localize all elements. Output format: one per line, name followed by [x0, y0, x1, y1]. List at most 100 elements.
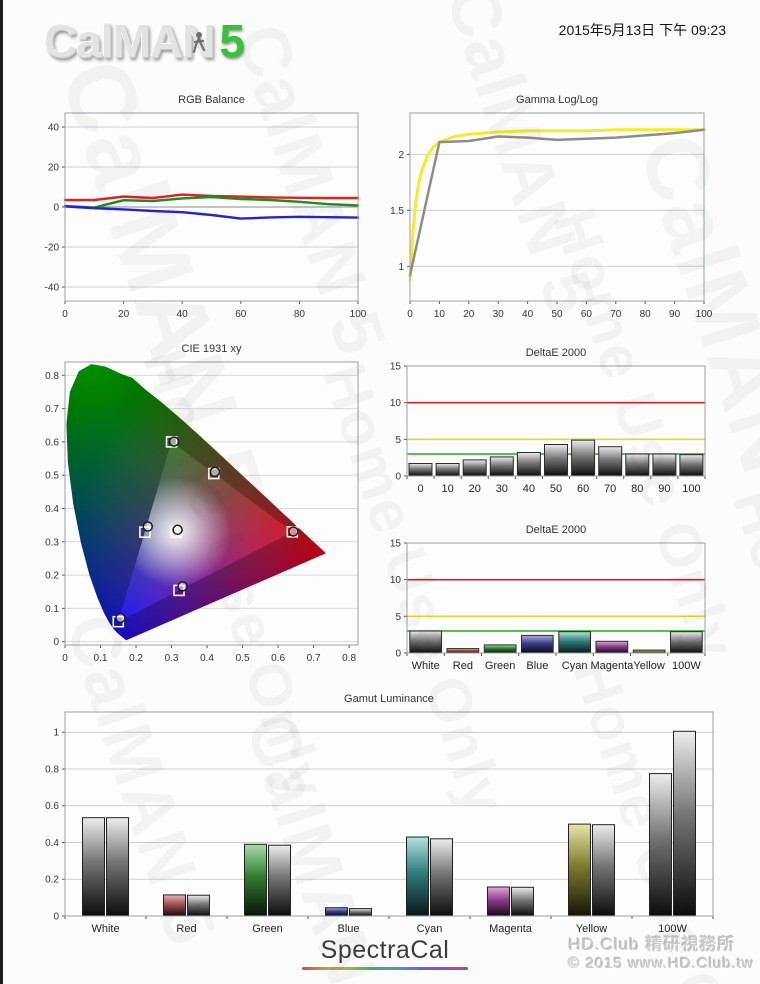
- svg-text:15: 15: [390, 362, 402, 373]
- hdclub-watermark-line1: HD.Club 精研視務所: [568, 935, 736, 954]
- svg-text:70: 70: [610, 309, 622, 320]
- svg-text:0.4: 0.4: [200, 653, 214, 664]
- deltae-colors-svg: 0 5 10 15 White Red Green Blue Cyan Magenta Yellow…: [390, 539, 706, 672]
- chart-title-deltae-colors: DeltaE 2000: [525, 524, 587, 536]
- svg-text:70: 70: [604, 483, 616, 495]
- calman-logo: CalMAN 5: [44, 14, 245, 68]
- svg-text:0: 0: [53, 637, 59, 648]
- spectracal-rainbow-underline: [302, 967, 468, 970]
- svg-text:5: 5: [395, 435, 401, 446]
- hdclub-watermark-line2: © 2015 www.HD.Club.tw: [568, 955, 754, 972]
- gamma-chart: 1 1.5 2 0 10 20 30 40 50 60 70 80 90 100: [374, 108, 716, 323]
- svg-text:90: 90: [658, 483, 670, 495]
- svg-text:100: 100: [350, 309, 367, 320]
- svg-text:0.6: 0.6: [45, 437, 59, 448]
- svg-text:100W: 100W: [672, 660, 701, 672]
- svg-text:Yellow: Yellow: [633, 660, 664, 672]
- cie-1931-xy-svg: 0 0.1 0.2 0.3 0.4 0.5 0.6 0.7 0.8 0 0.1 0.2 0.3 0.4 0.…: [45, 361, 359, 664]
- svg-text:1.5: 1.5: [390, 206, 404, 217]
- svg-text:0.2: 0.2: [129, 653, 143, 664]
- svg-text:White: White: [91, 923, 119, 935]
- svg-text:0.3: 0.3: [45, 537, 59, 548]
- svg-text:20: 20: [463, 309, 475, 320]
- svg-text:20: 20: [469, 483, 481, 495]
- svg-text:0.7: 0.7: [307, 653, 321, 664]
- svg-text:0.2: 0.2: [45, 875, 59, 886]
- calman-logo-text: CalMAN: [44, 15, 215, 67]
- svg-text:80: 80: [631, 483, 643, 495]
- svg-text:80: 80: [294, 309, 306, 320]
- deltae-grayscale-chart: 0 5 10 15 0 10 20 30 40 50 60 70 80 90 100: [371, 361, 717, 498]
- svg-text:0: 0: [62, 309, 68, 320]
- svg-text:-20: -20: [45, 243, 60, 254]
- svg-text:0: 0: [53, 203, 59, 214]
- svg-text:Magenta: Magenta: [590, 660, 634, 672]
- svg-text:50: 50: [550, 483, 562, 495]
- svg-text:Blue: Blue: [337, 923, 359, 935]
- svg-text:0.2: 0.2: [45, 571, 59, 582]
- chart-title-rgb-balance: RGB Balance: [178, 94, 245, 106]
- svg-text:10: 10: [442, 483, 454, 495]
- chart-title-gamut-luminance: Gamut Luminance: [344, 693, 434, 705]
- svg-text:40: 40: [177, 309, 189, 320]
- svg-text:5: 5: [395, 612, 401, 623]
- svg-text:100W: 100W: [658, 923, 687, 935]
- svg-text:Magenta: Magenta: [489, 923, 533, 935]
- svg-text:0.5: 0.5: [236, 653, 250, 664]
- svg-text:10: 10: [434, 309, 446, 320]
- svg-text:0.1: 0.1: [45, 604, 59, 615]
- svg-text:0: 0: [395, 649, 401, 660]
- svg-text:Green: Green: [485, 660, 516, 672]
- svg-text:30: 30: [496, 483, 508, 495]
- svg-text:60: 60: [581, 309, 593, 320]
- svg-text:-40: -40: [45, 283, 60, 294]
- svg-text:0: 0: [407, 309, 413, 320]
- svg-text:0.7: 0.7: [45, 404, 59, 415]
- watermark-text: Home Use Only: [749, 0, 760, 308]
- rgb-balance-chart: -40 -20 0 20 40 0 20 40 60 80 100: [29, 108, 370, 323]
- svg-text:60: 60: [235, 309, 247, 320]
- rgb-balance-svg: -40 -20 0 20 40 0 20 40 60 80 100: [45, 112, 367, 320]
- svg-text:40: 40: [48, 123, 60, 134]
- svg-text:Yellow: Yellow: [576, 923, 607, 935]
- svg-text:0: 0: [62, 653, 68, 664]
- svg-text:0.6: 0.6: [271, 653, 285, 664]
- svg-text:0.8: 0.8: [45, 371, 59, 382]
- svg-text:0: 0: [395, 472, 401, 483]
- svg-text:0.8: 0.8: [45, 764, 59, 775]
- svg-text:2: 2: [398, 150, 404, 161]
- svg-text:0.4: 0.4: [45, 504, 59, 515]
- svg-text:0.3: 0.3: [165, 653, 179, 664]
- svg-text:Red: Red: [453, 660, 473, 672]
- svg-text:0.4: 0.4: [45, 838, 59, 849]
- calman-logo-5: 5: [219, 15, 245, 67]
- page-left-border: [0, 0, 3, 984]
- svg-text:20: 20: [118, 309, 130, 320]
- deltae-grayscale-svg: 0 5 10 15 0 10 20 30 40 50 60 70 80 90 100: [390, 362, 706, 495]
- svg-text:15: 15: [390, 539, 402, 550]
- svg-text:10: 10: [390, 398, 402, 409]
- svg-text:Red: Red: [176, 923, 196, 935]
- svg-text:40: 40: [522, 309, 534, 320]
- svg-text:0.5: 0.5: [45, 471, 59, 482]
- svg-text:1: 1: [398, 262, 404, 273]
- svg-text:50: 50: [551, 309, 563, 320]
- runner-icon: [192, 32, 206, 54]
- svg-text:0: 0: [53, 912, 59, 923]
- svg-text:Cyan: Cyan: [562, 660, 588, 672]
- svg-text:Cyan: Cyan: [417, 923, 443, 935]
- svg-text:10: 10: [390, 575, 402, 586]
- chart-title-cie: CIE 1931 xy: [181, 343, 242, 355]
- svg-text:80: 80: [640, 309, 652, 320]
- gamut-luminance-svg: 0 0.2 0.4 0.6 0.8 1 White Red Green Blue Cyan Magen…: [45, 711, 714, 935]
- svg-text:30: 30: [493, 309, 505, 320]
- watermark-text: Home Use Only: [720, 480, 760, 948]
- svg-text:40: 40: [523, 483, 535, 495]
- deltae-colors-chart: 0 5 10 15 White Red Green Blue Cyan Magenta Yellow…: [371, 538, 717, 675]
- svg-text:Green: Green: [252, 923, 283, 935]
- hdclub-watermark: HD.Club 精研視務所 © 2015 www.HD.Club.tw: [569, 930, 754, 972]
- spectracal-logo-text: SpectraCal: [320, 936, 450, 964]
- gamut-luminance-chart: 0 0.2 0.4 0.6 0.8 1 White Red Green Blue Cyan Magen…: [29, 707, 725, 938]
- svg-text:20: 20: [48, 163, 60, 174]
